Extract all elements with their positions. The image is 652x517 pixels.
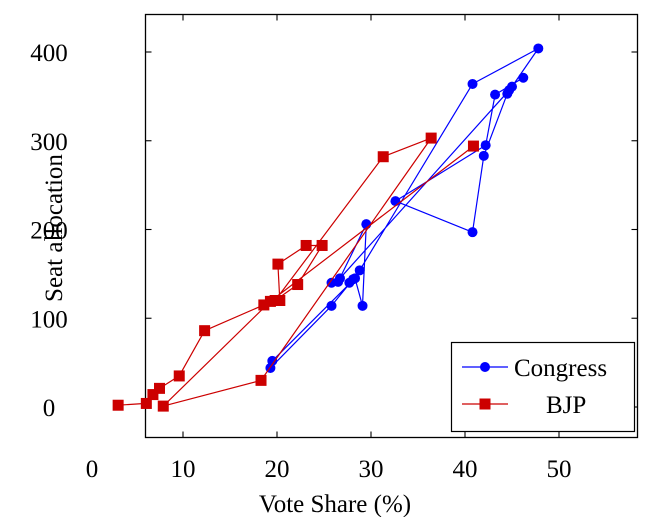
y-tick-label: 0 [43, 395, 56, 422]
y-tick-label: 200 [30, 218, 68, 245]
data-point-bjp [140, 397, 152, 409]
data-point-bjp [272, 258, 284, 270]
data-point-bjp [173, 370, 185, 382]
plot-frame [144, 13, 639, 439]
legend-congress-marker [480, 362, 490, 372]
x-tick-label: 50 [547, 456, 572, 483]
legend-bjp-marker [479, 398, 491, 410]
data-point-congress [390, 196, 401, 207]
x-tick-label: 40 [453, 456, 478, 483]
series-layer [112, 43, 544, 412]
data-point-bjp [199, 325, 211, 337]
data-point-congress [518, 72, 529, 83]
data-point-bjp [467, 140, 479, 152]
legend-box [450, 341, 636, 433]
y-axis-ticks: 0 100 200 300 400 [30, 40, 638, 422]
series-line-bjp [118, 137, 474, 407]
data-point-congress [533, 43, 544, 54]
data-point-bjp [316, 239, 328, 251]
data-point-bjp [292, 279, 304, 291]
data-point-bjp [112, 399, 124, 411]
data-point-congress [354, 265, 365, 276]
data-point-bjp [377, 151, 389, 163]
data-point-bjp [300, 239, 312, 251]
x-tick-label: 20 [265, 456, 290, 483]
series-congress [265, 43, 544, 373]
data-point-congress [478, 150, 489, 161]
x-tick-label: 30 [359, 456, 384, 483]
data-point-bjp [147, 389, 159, 401]
y-axis-title: Seat allocation [41, 154, 68, 302]
data-point-congress [490, 89, 501, 100]
data-point-congress [326, 277, 337, 288]
data-point-bjp [258, 299, 270, 311]
y-tick-label: 300 [30, 129, 68, 156]
data-point-congress [350, 273, 361, 284]
data-point-bjp [264, 295, 276, 307]
legend-bjp-label: BJP [546, 392, 586, 419]
data-point-bjp [425, 132, 437, 144]
data-point-congress [326, 300, 337, 311]
data-point-bjp [255, 374, 267, 386]
legend-congress-label: Congress [514, 355, 607, 382]
data-point-congress [480, 140, 491, 151]
y-tick-label: 100 [30, 306, 68, 333]
data-point-bjp [157, 400, 169, 412]
y-tick-label: 400 [30, 40, 68, 67]
data-point-congress [334, 273, 345, 284]
legend: Congress BJP [450, 341, 636, 433]
series-bjp [112, 132, 479, 412]
data-point-congress [467, 78, 478, 89]
data-point-bjp [154, 382, 165, 394]
x-axis-title: Vote Share (%) [259, 491, 411, 517]
x-origin-label: 0 [86, 456, 99, 483]
data-point-congress [357, 300, 368, 311]
x-tick-label: 10 [171, 456, 196, 483]
x-axis-ticks: 10 20 30 40 50 [171, 14, 572, 483]
data-point-congress [502, 88, 513, 99]
data-point-congress [267, 355, 278, 366]
data-point-congress [467, 227, 478, 238]
